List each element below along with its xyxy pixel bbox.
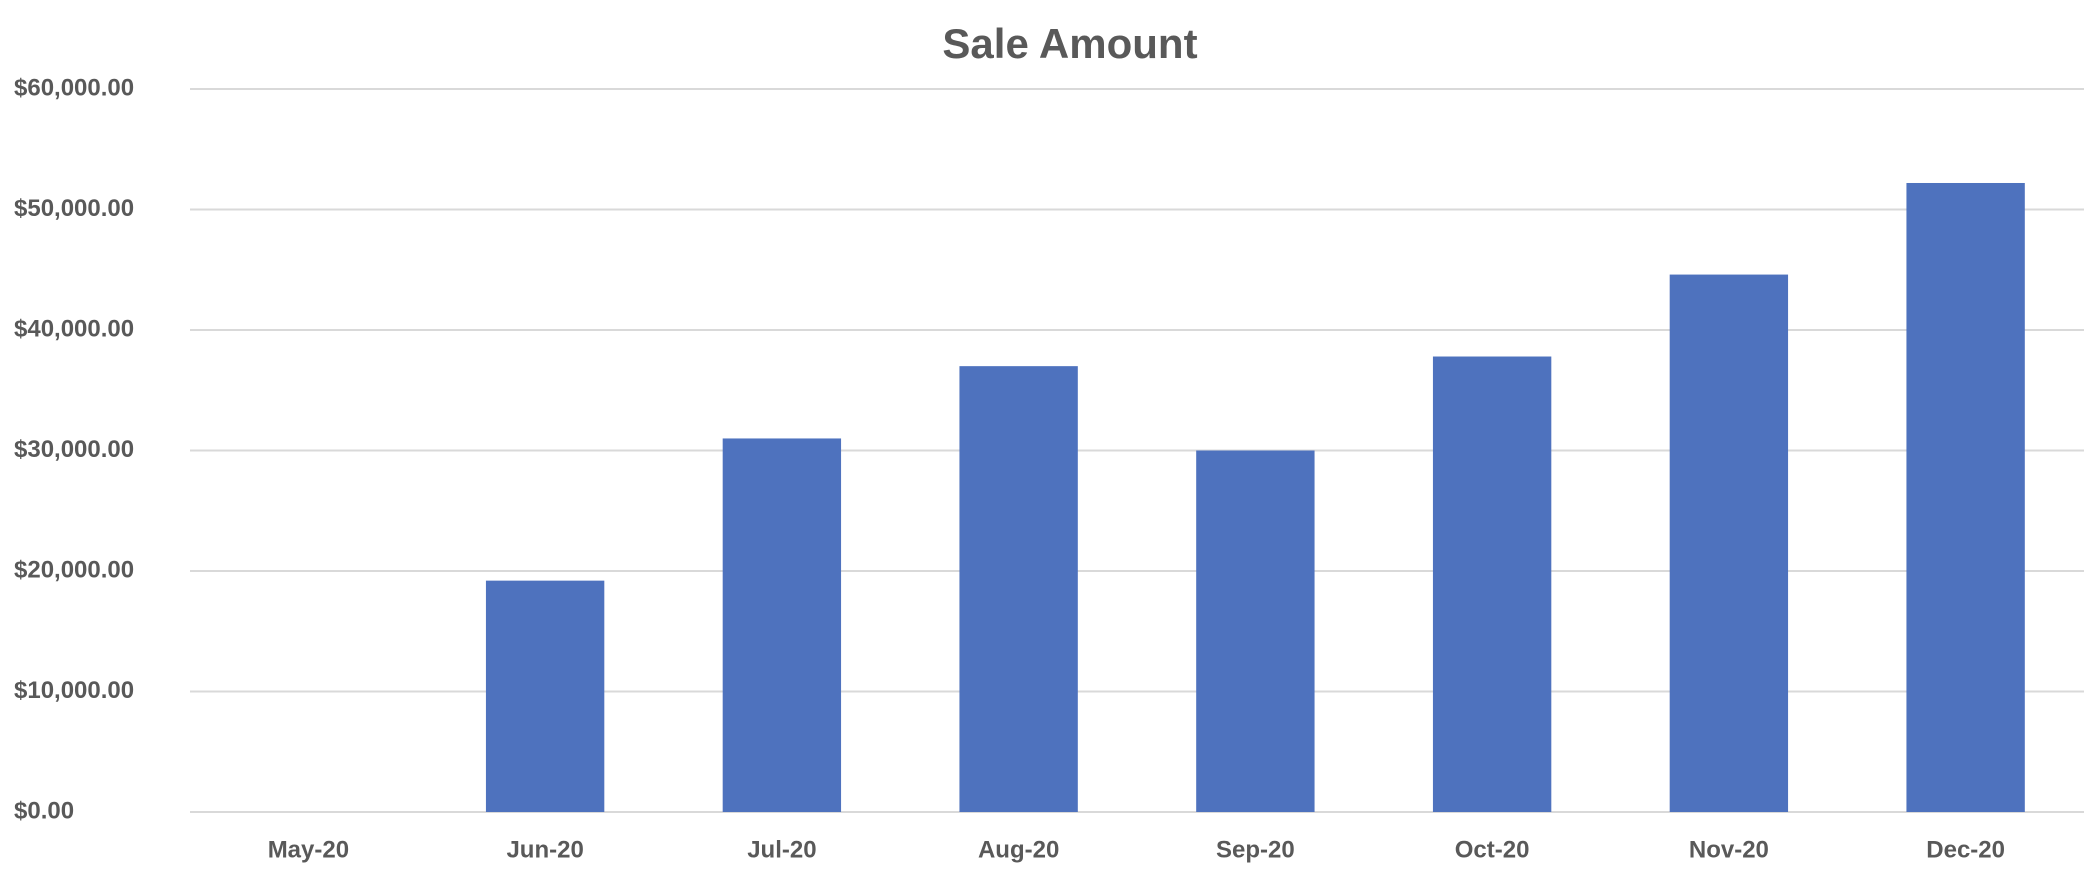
x-tick-label: Oct-20: [1455, 836, 1530, 863]
bar: [485, 580, 605, 812]
x-tick-label: Nov-20: [1689, 836, 1769, 863]
x-tick-label: Jul-20: [747, 836, 816, 863]
y-tick-label: $0.00: [14, 797, 74, 824]
y-tick-label: $40,000.00: [14, 315, 134, 342]
x-tick-label: May-20: [268, 836, 349, 863]
bar: [722, 438, 842, 812]
bar: [1196, 450, 1315, 812]
y-tick-label: $10,000.00: [14, 677, 134, 704]
y-tick-label: $20,000.00: [14, 556, 134, 583]
bar: [1432, 356, 1552, 812]
bar: [959, 366, 1078, 812]
y-tick-label: $30,000.00: [14, 436, 134, 463]
y-tick-label: $50,000.00: [14, 195, 134, 222]
x-tick-label: Sep-20: [1216, 836, 1295, 863]
y-tick-label: $60,000.00: [14, 74, 134, 101]
chart-title: Sale Amount: [942, 20, 1197, 67]
bar: [1669, 274, 1789, 812]
bar: [1906, 182, 2025, 813]
x-tick-label: Aug-20: [978, 836, 1059, 863]
x-tick-label: Dec-20: [1926, 836, 2005, 863]
x-tick-label: Jun-20: [506, 836, 583, 863]
